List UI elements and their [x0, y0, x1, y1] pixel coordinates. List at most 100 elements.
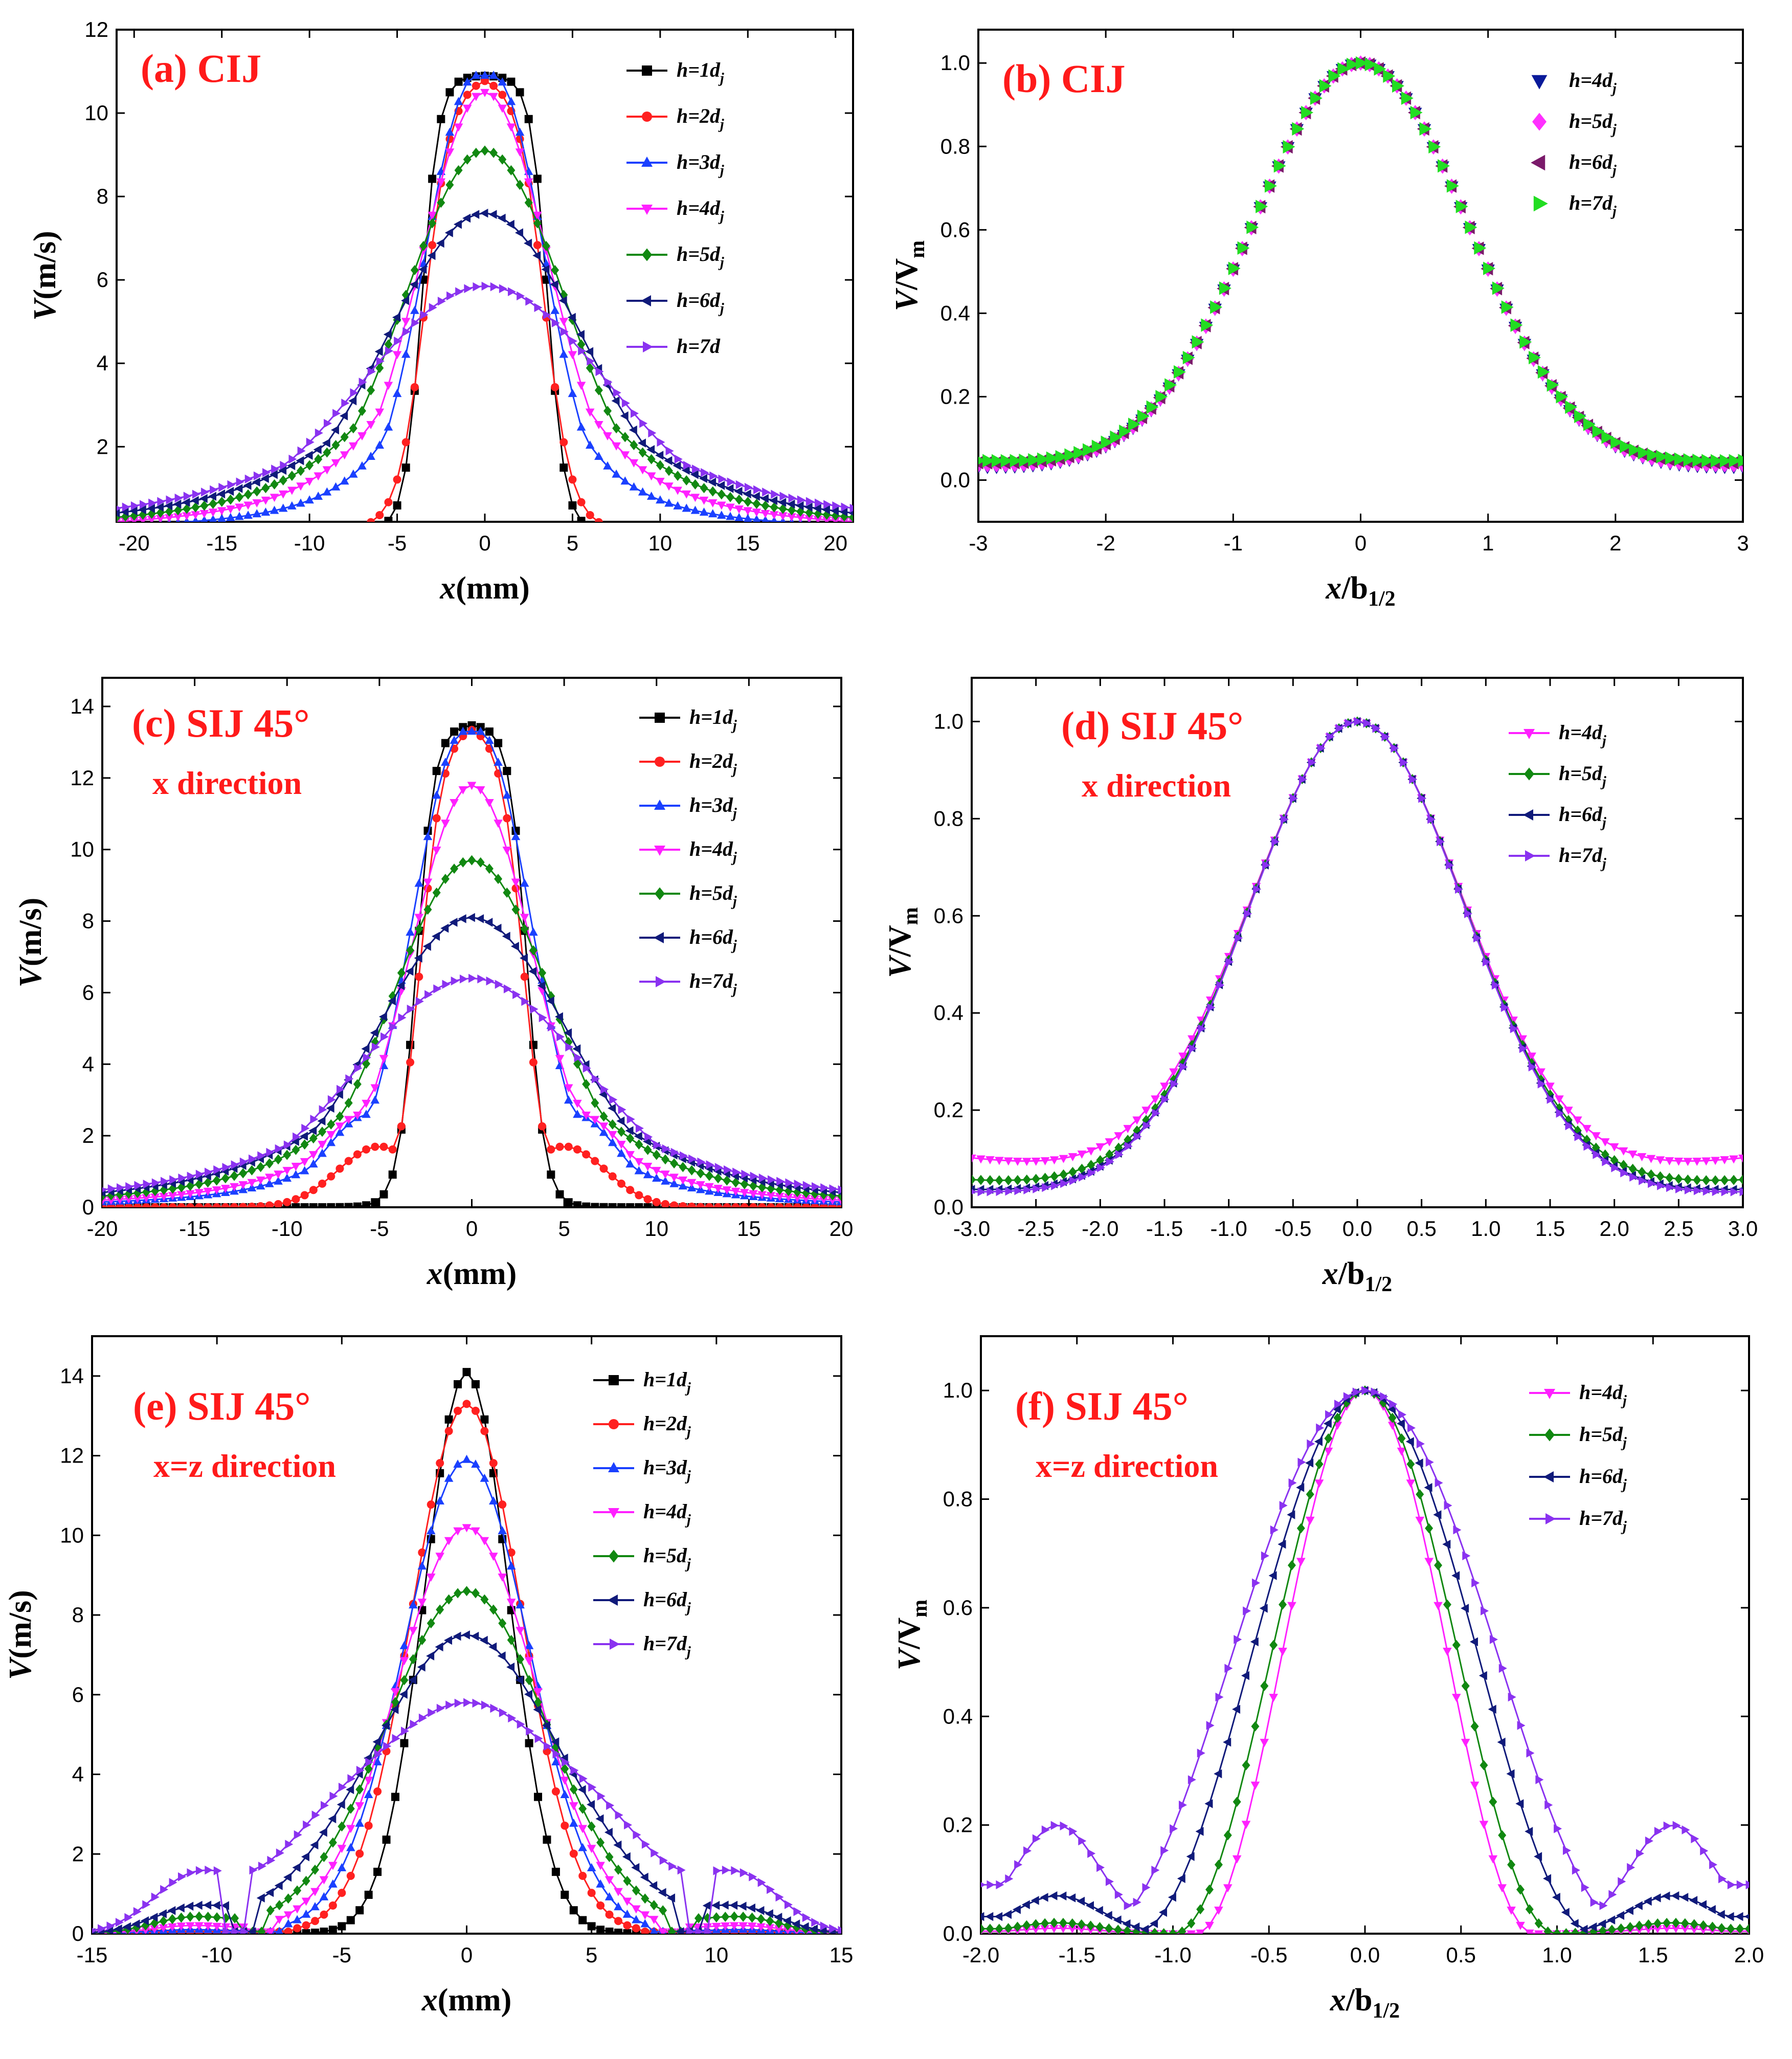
data-point [1620, 1168, 1629, 1178]
data-point [820, 1921, 828, 1931]
data-point [785, 1178, 794, 1187]
data-point [577, 517, 586, 522]
data-point [569, 1849, 578, 1858]
data-point [594, 452, 603, 460]
panel-e: -15 -10 -5 0 5 10 1502468101214x(mm)V(m/s)(e) … [3, 1335, 853, 2018]
data-point [1726, 1912, 1734, 1921]
data-point [802, 1913, 811, 1922]
data-point [582, 1202, 591, 1207]
data-point [664, 482, 674, 491]
data-point [190, 496, 199, 505]
data-point [322, 438, 330, 448]
data-point [133, 1907, 142, 1916]
data-point [1252, 1578, 1261, 1588]
series-c-4 [102, 782, 841, 1205]
data-point [1214, 1769, 1222, 1779]
data-point [293, 1924, 302, 1933]
data-point [569, 1784, 578, 1795]
data-point [552, 1750, 561, 1759]
data-point [776, 1177, 785, 1186]
data-point [320, 1910, 328, 1919]
data-point [203, 1900, 212, 1910]
data-point [194, 1189, 204, 1198]
data-point [743, 489, 751, 499]
data-point [543, 1835, 551, 1844]
data-point [748, 1912, 756, 1923]
data-point [471, 1588, 480, 1599]
data-point [349, 423, 357, 434]
x-tick-label: 2.0 [1599, 1216, 1629, 1241]
data-point [626, 1186, 635, 1194]
data-point [1406, 1459, 1415, 1470]
data-point [1409, 774, 1418, 784]
x-tick-label: -5 [388, 531, 407, 555]
data-point [1497, 1737, 1506, 1747]
data-point [1314, 1479, 1324, 1488]
data-point [1381, 732, 1390, 741]
data-point [709, 526, 717, 534]
data-point [1628, 1150, 1638, 1159]
data-point [1269, 1640, 1278, 1650]
data-point [346, 1916, 355, 1924]
data-point [178, 1872, 187, 1881]
data-point [174, 526, 182, 534]
data-point [779, 526, 787, 534]
data-point [1465, 220, 1477, 234]
data-point [556, 1032, 565, 1042]
panel-title: (e) SIJ 45° [133, 1384, 311, 1428]
data-point [1491, 981, 1500, 990]
data-point [367, 367, 376, 377]
data-point [294, 1830, 302, 1840]
y-tick-label: 0.8 [943, 1487, 973, 1511]
x-tick-label: 10 [704, 1943, 728, 1967]
data-point [168, 1914, 176, 1924]
data-point [525, 297, 534, 306]
legend-item: h=3dj [626, 150, 724, 179]
data-point [1424, 1558, 1433, 1566]
data-point [614, 1888, 623, 1896]
data-point [1719, 454, 1732, 468]
data-point [328, 1901, 337, 1910]
data-point [142, 1194, 151, 1203]
x-tick-label: 2.0 [1734, 1943, 1764, 1967]
data-point [546, 996, 554, 1006]
data-point [810, 1195, 820, 1204]
data-point [195, 1169, 204, 1179]
legend-marker [642, 248, 652, 261]
x-tick-label: -5 [370, 1216, 389, 1241]
data-point [568, 501, 577, 510]
data-point [678, 1181, 688, 1190]
data-point [637, 438, 646, 448]
data-point [359, 378, 367, 387]
data-point [415, 997, 424, 1006]
data-point [253, 526, 261, 534]
data-point [738, 1901, 747, 1911]
data-point [1150, 1928, 1159, 1934]
data-point [831, 506, 839, 516]
data-point [753, 485, 762, 495]
data-point [661, 1154, 669, 1165]
data-point [379, 1055, 389, 1064]
data-point [714, 1203, 723, 1207]
data-point [1473, 933, 1482, 943]
data-point [1022, 1174, 1031, 1185]
data-point [752, 498, 761, 509]
data-point [1535, 1775, 1544, 1784]
data-point [1317, 743, 1326, 753]
data-point [514, 228, 523, 237]
data-point [261, 507, 271, 516]
data-point [1464, 909, 1473, 918]
data-point [373, 1757, 382, 1765]
data-point [1124, 1901, 1132, 1910]
data-point [524, 1657, 534, 1666]
data-point [441, 757, 450, 766]
data-point [454, 97, 463, 105]
data-point [1634, 1901, 1643, 1910]
data-point [327, 1119, 335, 1130]
data-point [1392, 79, 1405, 93]
data-point [560, 1777, 570, 1785]
data-point [453, 1527, 462, 1536]
data-point [749, 1872, 757, 1881]
data-point [1683, 1158, 1693, 1166]
data-point [717, 501, 726, 510]
